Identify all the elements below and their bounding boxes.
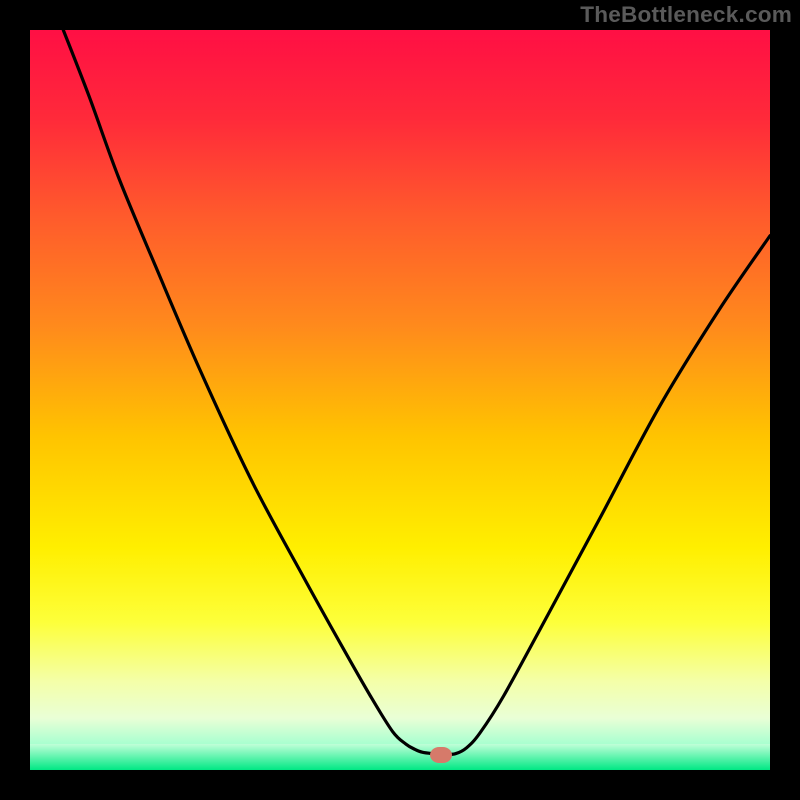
- curve-svg: [30, 30, 770, 770]
- bottleneck-curve: [63, 30, 770, 755]
- watermark-text: TheBottleneck.com: [580, 2, 792, 28]
- optimum-marker: [430, 747, 452, 763]
- chart-root: { "chart": { "type": "line", "canvas": {…: [0, 0, 800, 800]
- plot-area: [30, 30, 770, 770]
